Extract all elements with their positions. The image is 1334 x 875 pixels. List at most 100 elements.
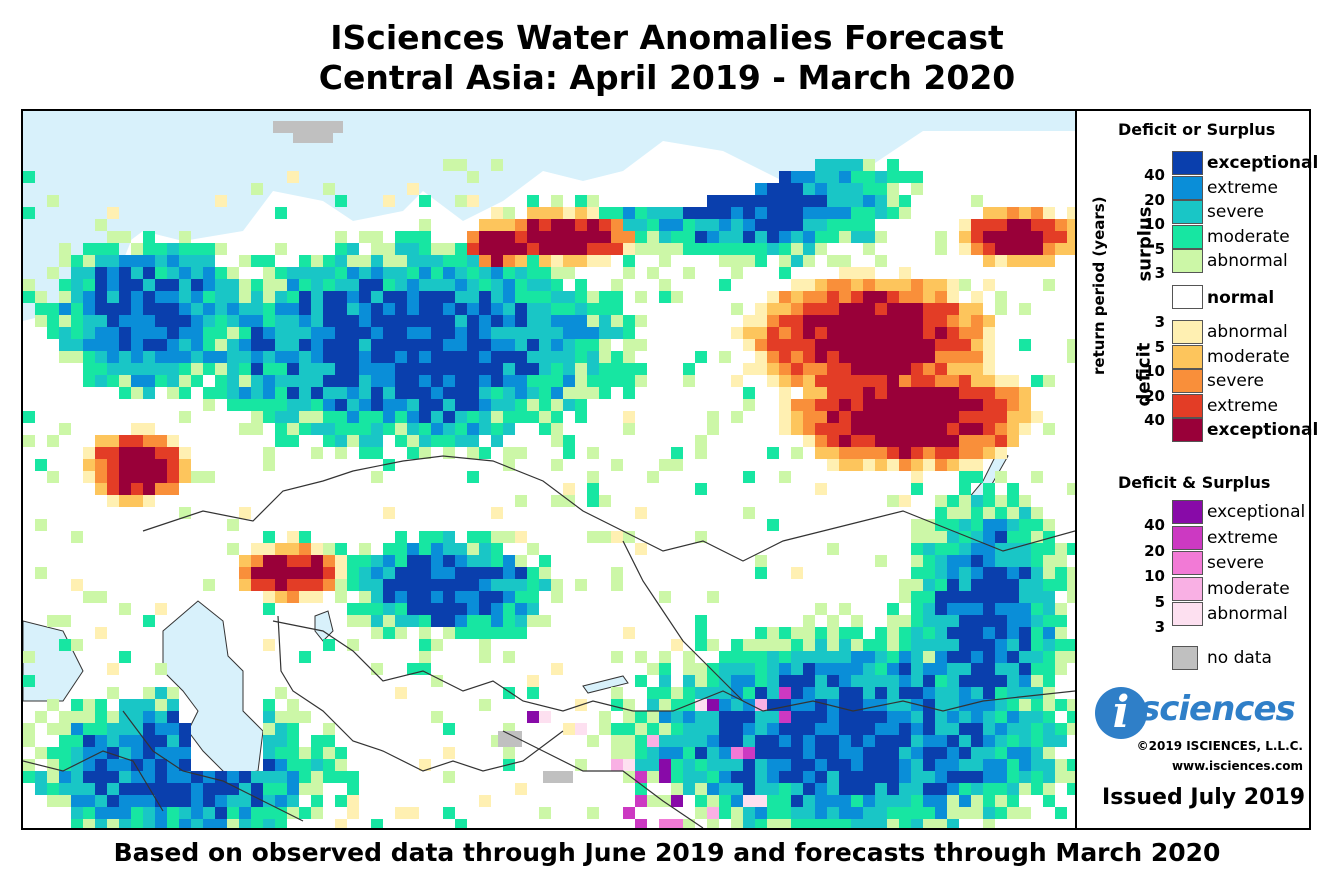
anomaly-cell [263, 711, 275, 723]
anomaly-cell [491, 375, 503, 387]
anomaly-cell [431, 555, 443, 567]
anomaly-cell [275, 747, 287, 759]
anomaly-cell [935, 627, 947, 639]
anomaly-cell [647, 687, 659, 699]
anomaly-cell [959, 639, 971, 651]
anomaly-cell [23, 435, 35, 447]
anomaly-cell [995, 375, 1007, 387]
anomaly-cell [95, 459, 107, 471]
anomaly-cell [719, 231, 731, 243]
anomaly-cell [59, 795, 71, 807]
anomaly-cell [779, 699, 791, 711]
anomaly-cell [839, 747, 851, 759]
anomaly-cell [947, 579, 959, 591]
anomaly-cell [395, 591, 407, 603]
anomaly-cell [887, 747, 899, 759]
anomaly-cell [23, 771, 35, 783]
anomaly-cell [959, 219, 971, 231]
anomaly-cell [923, 771, 935, 783]
anomaly-cell [515, 447, 527, 459]
anomaly-cell [791, 783, 803, 795]
anomaly-cell [755, 675, 767, 687]
anomaly-cell [239, 315, 251, 327]
anomaly-cell [503, 255, 515, 267]
anomaly-cell [683, 231, 695, 243]
anomaly-cell [251, 555, 263, 567]
anomaly-cell [539, 267, 551, 279]
anomaly-cell [875, 651, 887, 663]
anomaly-cell [923, 363, 935, 375]
anomaly-cell [635, 795, 647, 807]
anomaly-cell [983, 411, 995, 423]
anomaly-cell [575, 291, 587, 303]
website: www.isciences.com [1171, 759, 1303, 773]
anomaly-cell [1031, 567, 1043, 579]
anomaly-cell [119, 255, 131, 267]
anomaly-cell [815, 327, 827, 339]
anomaly-cell [1019, 399, 1031, 411]
anomaly-cell [467, 627, 479, 639]
anomaly-cell [1007, 687, 1019, 699]
anomaly-cell [467, 171, 479, 183]
anomaly-cell [335, 327, 347, 339]
anomaly-cell [755, 351, 767, 363]
anomaly-cell [215, 267, 227, 279]
anomaly-cell [263, 567, 275, 579]
anomaly-cell [407, 243, 419, 255]
anomaly-cell [263, 555, 275, 567]
anomaly-cell [911, 435, 923, 447]
legend-combined-tick: 20 [1144, 541, 1165, 560]
anomaly-cell [827, 459, 839, 471]
anomaly-cell [887, 639, 899, 651]
anomaly-cell [635, 231, 647, 243]
anomaly-cell [1007, 375, 1019, 387]
anomaly-cell [107, 459, 119, 471]
anomaly-cell [635, 291, 647, 303]
anomaly-cell [551, 399, 563, 411]
anomaly-cell [923, 591, 935, 603]
anomaly-cell [479, 411, 491, 423]
anomaly-cell [1067, 219, 1075, 231]
anomaly-cell [419, 591, 431, 603]
anomaly-cell [503, 231, 515, 243]
anomaly-cell [659, 591, 671, 603]
anomaly-cell [935, 567, 947, 579]
anomaly-cell [803, 735, 815, 747]
anomaly-cell [983, 255, 995, 267]
anomaly-cell [1019, 579, 1031, 591]
anomaly-cell [983, 315, 995, 327]
anomaly-cell [191, 327, 203, 339]
anomaly-cell [491, 507, 503, 519]
anomaly-cell [935, 675, 947, 687]
anomaly-cell [467, 411, 479, 423]
anomaly-cell [323, 747, 335, 759]
anomaly-cell [23, 735, 35, 747]
anomaly-cell [971, 399, 983, 411]
anomaly-cell [1067, 783, 1075, 795]
anomaly-cell [1019, 723, 1031, 735]
anomaly-cell [899, 423, 911, 435]
anomaly-cell [275, 363, 287, 375]
anomaly-cell [959, 723, 971, 735]
anomaly-cell [167, 447, 179, 459]
anomaly-cell [839, 447, 851, 459]
anomaly-cell [143, 243, 155, 255]
anomaly-cell [635, 711, 647, 723]
anomaly-cell [995, 471, 1007, 483]
anomaly-cell [299, 591, 311, 603]
anomaly-cell [539, 243, 551, 255]
no-data-area [498, 731, 522, 747]
anomaly-cell [1007, 663, 1019, 675]
anomaly-cell [479, 555, 491, 567]
anomaly-cell [995, 615, 1007, 627]
anomaly-cell [875, 735, 887, 747]
anomaly-cell [815, 411, 827, 423]
anomaly-cell [371, 279, 383, 291]
anomaly-cell [1031, 579, 1043, 591]
anomaly-cell [551, 315, 563, 327]
anomaly-cell [695, 207, 707, 219]
anomaly-cell [839, 327, 851, 339]
anomaly-cell [323, 375, 335, 387]
anomaly-cell [35, 303, 47, 315]
anomaly-cell [239, 375, 251, 387]
